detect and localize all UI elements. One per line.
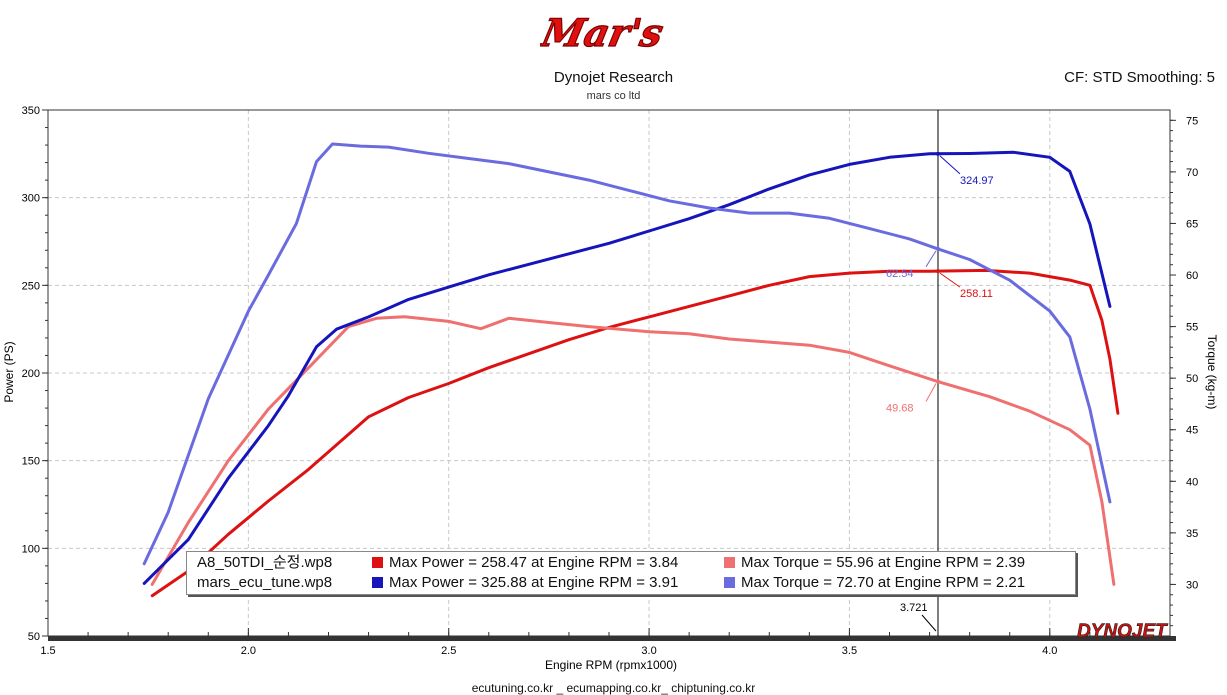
y-left-tick-label: 50	[28, 631, 40, 643]
settings-label: CF: STD Smoothing: 5	[1064, 69, 1215, 86]
y-right-tick-label: 60	[1186, 270, 1198, 282]
y-right-tick-label: 50	[1186, 373, 1198, 385]
legend-power-swatch	[372, 557, 383, 568]
x-axis-label: Engine RPM (rpmx1000)	[545, 658, 677, 672]
x-tick-label: 2.5	[441, 645, 456, 657]
y-left-tick-label: 200	[22, 368, 40, 380]
grid	[48, 110, 1170, 636]
marker-label: 49.68	[886, 402, 914, 414]
marker-dot	[935, 379, 940, 384]
y-right-tick-label: 35	[1186, 528, 1198, 540]
y-right-tick-label: 40	[1186, 476, 1198, 488]
cursor-label: 3.721	[900, 602, 928, 614]
series-group	[142, 142, 1120, 598]
chart-legend: A8_50TDI_순정.wp8 Max Power = 258.47 at En…	[186, 551, 1076, 595]
y-left-tick-label: 350	[22, 105, 40, 117]
y-left-tick-label: 300	[22, 193, 40, 205]
axes: 1.5 2.0 2.5 3.0 3.5 4.0 50 100 150 200 250 300 350 30…	[22, 105, 1199, 657]
marker-dot	[935, 269, 940, 274]
dynojet-watermark: DYNOJET	[1077, 621, 1168, 642]
x-tick-label: 4.0	[1042, 645, 1057, 657]
cursor-arrow	[921, 614, 937, 632]
marker-label: 62.54	[886, 268, 914, 280]
x-axis-bar	[48, 636, 1176, 641]
rpm-cursor: 3.721	[900, 110, 939, 636]
marker-dot	[935, 151, 940, 156]
y-axis-right-label: Torque (kg-m)	[1205, 335, 1219, 410]
y-right-tick-label: 55	[1186, 322, 1198, 334]
series-line	[150, 315, 1116, 586]
marker-label: 258.11	[960, 288, 993, 300]
series-line	[142, 150, 1112, 585]
y-left-tick-label: 250	[22, 280, 40, 292]
y-left-tick-label: 150	[22, 456, 40, 468]
y-right-tick-label: 70	[1186, 167, 1198, 179]
y-right-tick-label: 65	[1186, 218, 1198, 230]
x-tick-label: 3.0	[641, 645, 656, 657]
chart-title: Dynojet Research	[553, 69, 674, 86]
x-tick-label: 2.0	[241, 645, 256, 657]
y-left-tick-label: 100	[22, 543, 40, 555]
y-right-tick-label: 75	[1186, 115, 1198, 127]
legend-torque-text: Max Torque = 72.70 at Engine RPM = 2.21	[741, 574, 1026, 591]
legend-torque-swatch	[724, 577, 735, 588]
marker-pointer	[925, 383, 937, 402]
legend-torque-text: Max Torque = 55.96 at Engine RPM = 2.39	[741, 554, 1026, 571]
marker-label: 324.97	[960, 175, 994, 187]
legend-torque-swatch	[724, 557, 735, 568]
legend-power-text: Max Power = 258.47 at Engine RPM = 3.84	[389, 554, 679, 571]
marker-pointer	[925, 250, 937, 268]
series-line	[142, 142, 1112, 566]
marker-pointer	[939, 155, 961, 175]
marker-dot	[935, 246, 940, 251]
logo-text: Mar's	[540, 11, 667, 56]
legend-power-swatch	[372, 577, 383, 588]
series-line	[150, 268, 1120, 598]
y-axis-left-label: Power (PS)	[2, 341, 16, 402]
brand-logo: Mar's	[540, 11, 668, 57]
x-tick-label: 3.5	[842, 645, 857, 657]
footer-text: ecutuning.co.kr _ ecumapping.co.kr_ chip…	[471, 681, 756, 695]
value-markers: 324.97 258.11 62.54 49.68	[886, 151, 994, 414]
y-right-tick-label: 30	[1186, 579, 1198, 591]
legend-file-name: A8_50TDI_순정.wp8	[197, 554, 333, 571]
x-tick-label: 1.5	[40, 645, 55, 657]
y-right-tick-label: 45	[1186, 425, 1198, 437]
legend-file-name: mars_ecu_tune.wp8	[197, 574, 333, 591]
marker-pointer	[939, 272, 961, 288]
chart-subtitle: mars co ltd	[586, 90, 641, 102]
legend-power-text: Max Power = 325.88 at Engine RPM = 3.91	[389, 574, 679, 591]
